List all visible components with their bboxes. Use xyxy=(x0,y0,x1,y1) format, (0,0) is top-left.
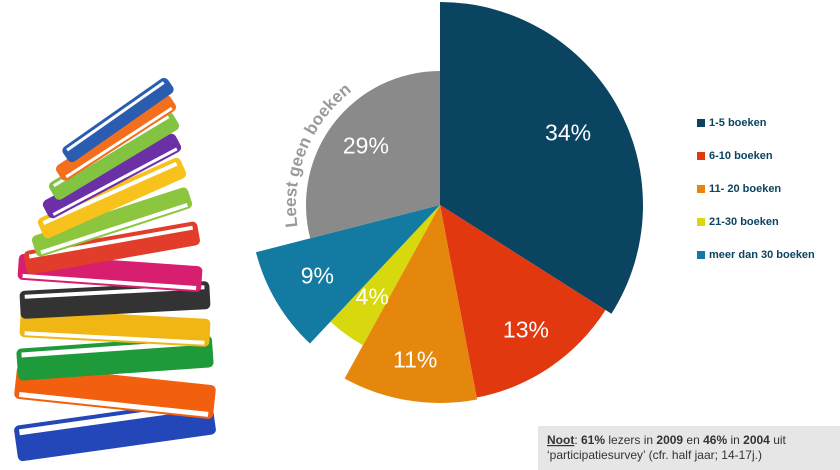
slice-label: 29% xyxy=(343,133,389,159)
note-part: 2004 xyxy=(743,433,770,447)
legend-swatch xyxy=(697,152,705,160)
note-line1: Noot: 61% lezers in 2009 en 46% in 2004 … xyxy=(547,433,787,447)
note-part: 61% xyxy=(581,433,605,447)
pie-slice xyxy=(255,205,440,344)
pie-slice xyxy=(440,2,643,314)
legend-label: meer dan 30 boeken xyxy=(709,249,815,261)
legend-label: 21-30 boeken xyxy=(709,216,779,228)
note-part: 2009 xyxy=(656,433,683,447)
pie-slice xyxy=(344,205,478,403)
slice-label: 13% xyxy=(503,317,549,343)
pie-slice xyxy=(440,205,606,398)
pie-slice xyxy=(306,71,440,239)
legend-swatch xyxy=(697,119,705,127)
note-label: Noot xyxy=(547,433,574,447)
note-part: lezers in xyxy=(605,433,656,447)
note-box xyxy=(538,426,840,470)
slice-label: 34% xyxy=(545,120,591,146)
note-part: : xyxy=(574,433,581,447)
legend-swatch xyxy=(697,251,705,259)
legend-label: 1-5 boeken xyxy=(709,117,767,129)
note-part: 46% xyxy=(703,433,727,447)
legend-label: 6-10 boeken xyxy=(709,150,773,162)
legend-swatch xyxy=(697,185,705,193)
note-part: uit xyxy=(770,433,787,447)
legend-swatch xyxy=(697,218,705,226)
note-line2: ‘participatiesurvey’ (cfr. half jaar; 14… xyxy=(547,448,762,462)
note-part: in xyxy=(727,433,743,447)
note-part: en xyxy=(683,433,703,447)
pie-slice xyxy=(330,205,440,346)
books-illustration xyxy=(14,77,216,462)
slice-label: 11% xyxy=(393,347,437,373)
legend-label: 11- 20 boeken xyxy=(709,183,781,195)
slice-label: 9% xyxy=(301,263,334,289)
